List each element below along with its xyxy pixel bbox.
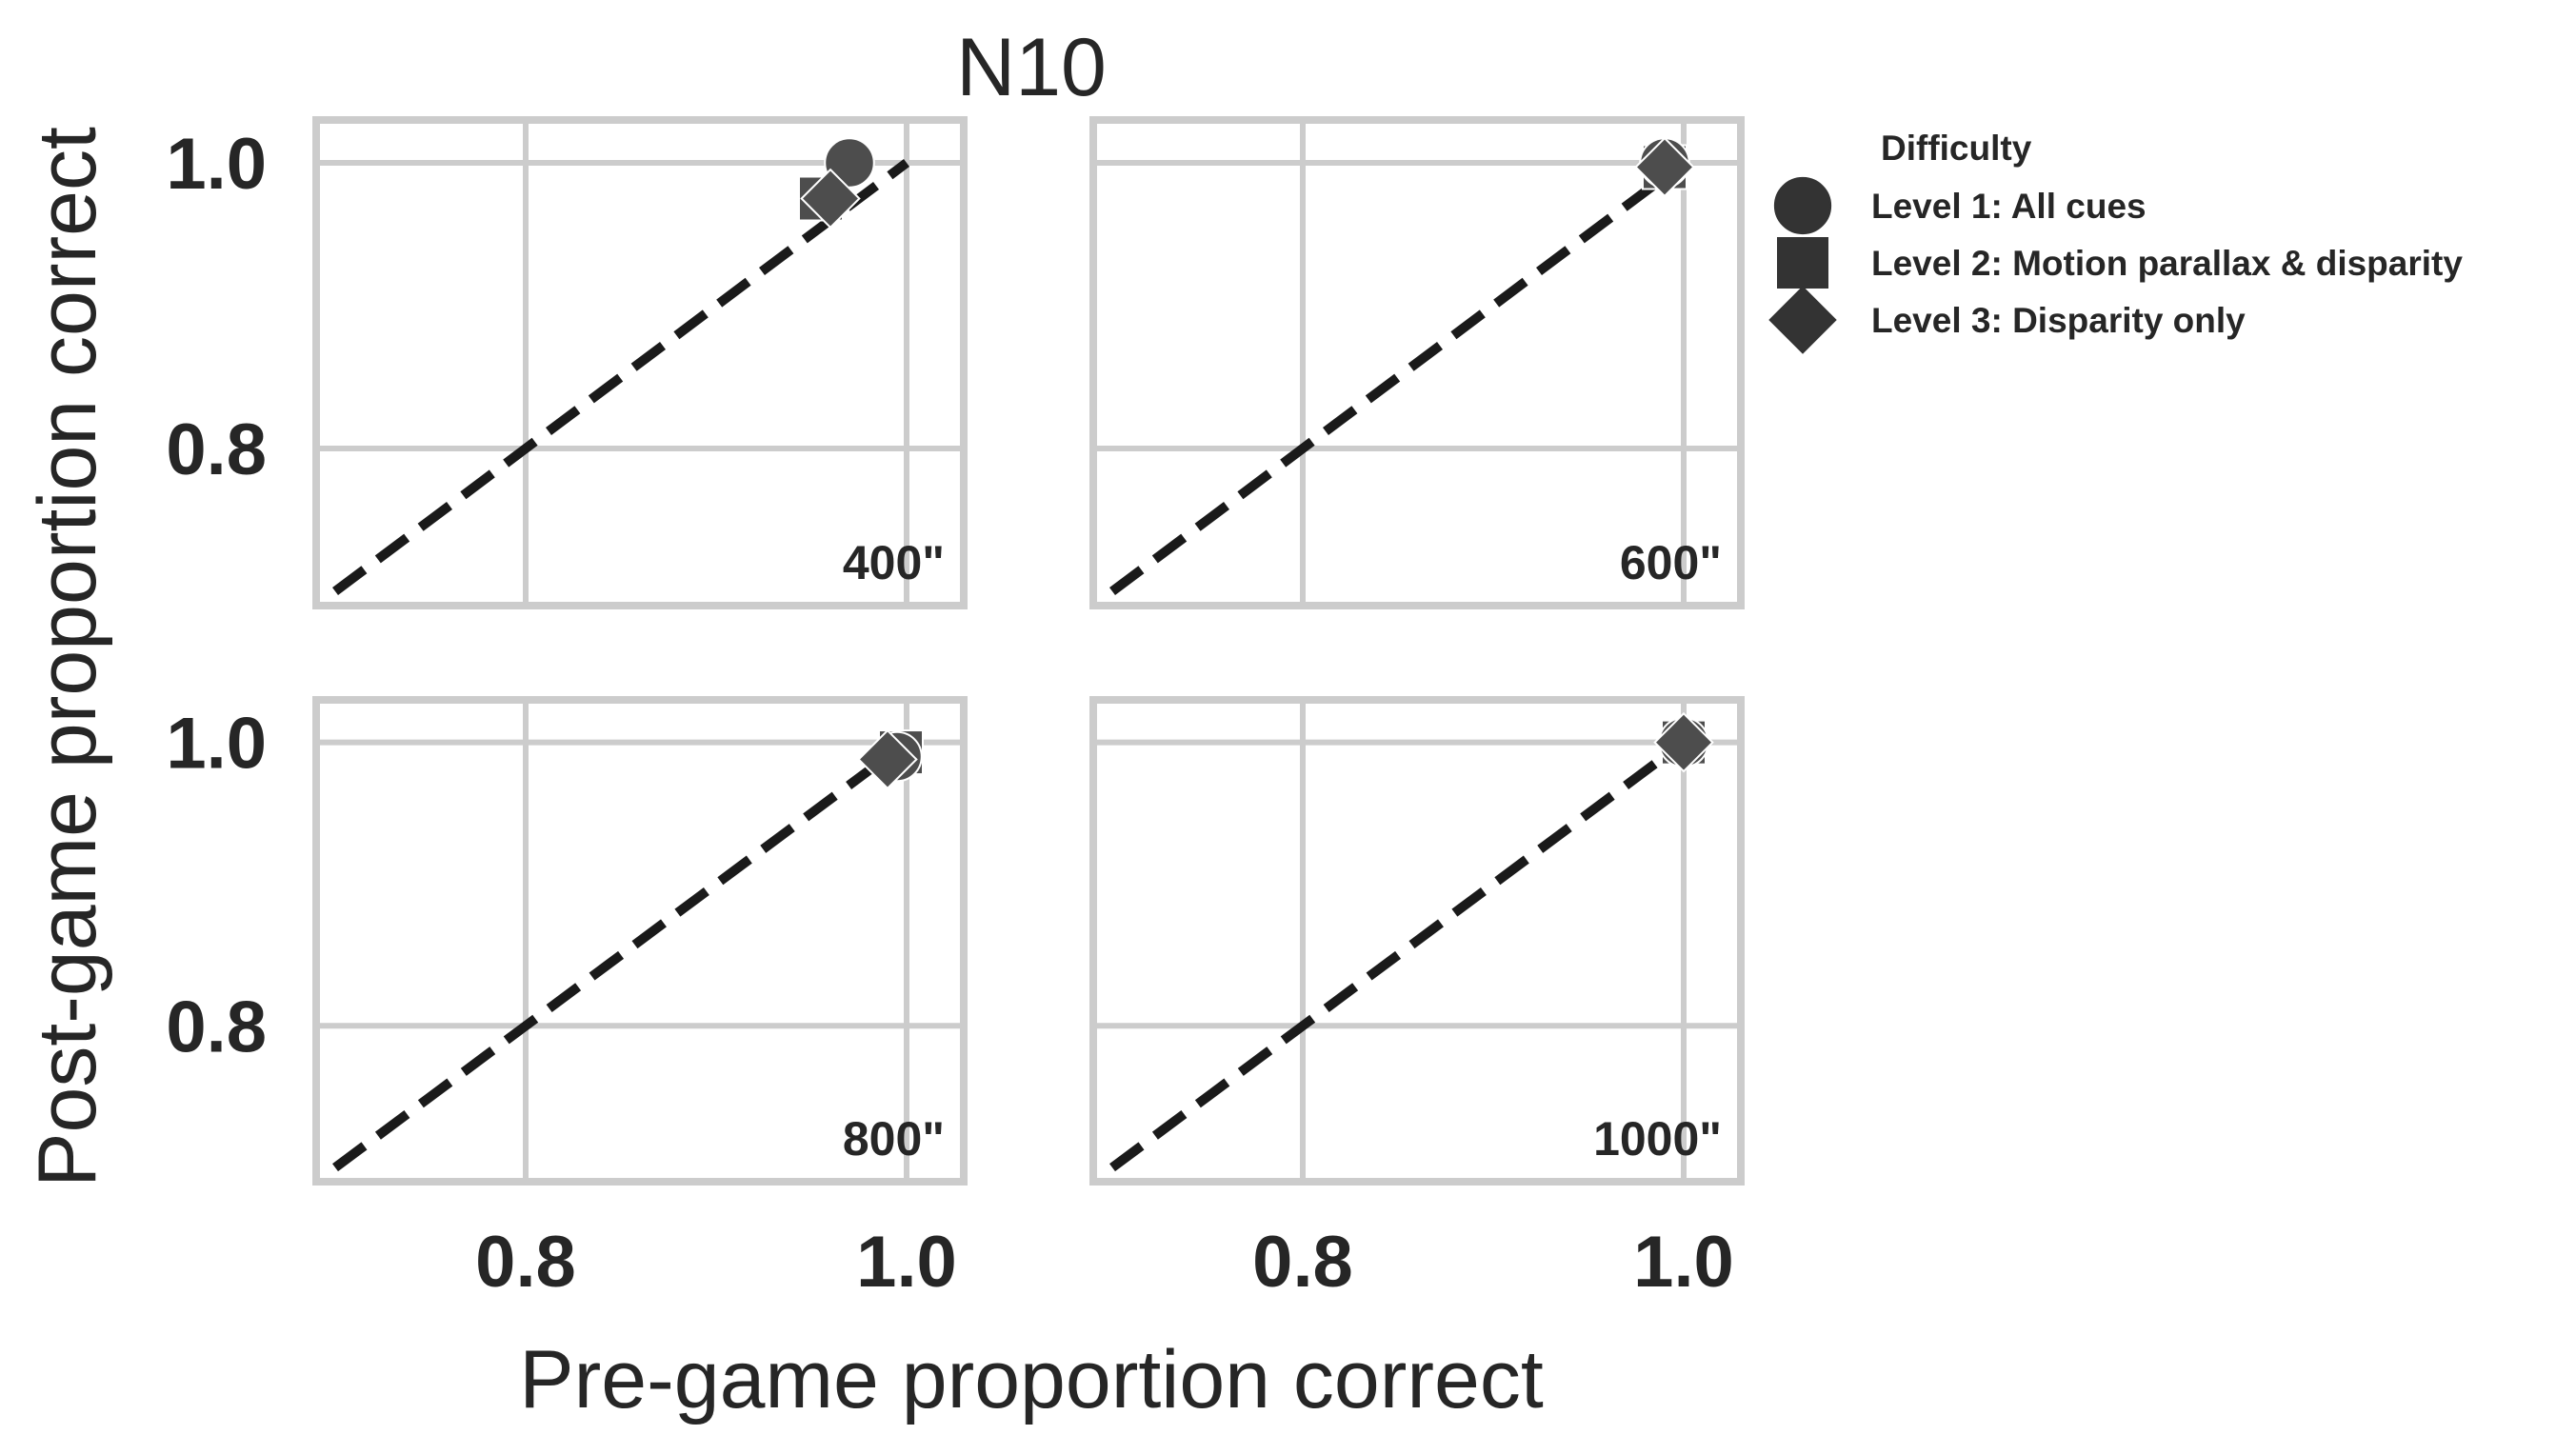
legend-title: Difficulty (1881, 129, 2032, 168)
figure-title: N10 (956, 22, 1107, 113)
y-tick-label: 1.0 (166, 704, 267, 785)
panel-1: 400" 0.8 1.0 (166, 116, 968, 609)
y-tick-label: 0.8 (166, 987, 267, 1067)
panel-frame (312, 696, 968, 1186)
panel-label: 1000" (1593, 1112, 1722, 1166)
legend-item: Level 3: Disparity only (1768, 286, 2246, 354)
legend-label: Level 2: Motion parallax & disparity (1871, 244, 2463, 283)
x-axis-label: Pre-game proportion correct (519, 1334, 1544, 1425)
legend-marker-circle (1773, 176, 1832, 235)
x-tick-label: 1.0 (1633, 1222, 1734, 1303)
panel-4: 1000" 0.8 1.0 (1089, 696, 1745, 1303)
panels: 400" 0.8 1.0 600" 800" 0.8 1.0 0.8 1.0 1000" 0.8 1.… (166, 116, 1745, 1303)
legend-label: Level 3: Disparity only (1871, 301, 2246, 340)
panel-frame (1089, 116, 1745, 609)
marker-diamond (857, 728, 918, 790)
panel-label: 400" (843, 536, 945, 589)
marker-diamond (1653, 711, 1714, 773)
identity-line (332, 159, 909, 595)
identity-line (332, 738, 909, 1172)
legend-item: Level 2: Motion parallax & disparity (1777, 237, 2463, 289)
y-tick-label: 1.0 (166, 124, 267, 205)
x-tick-label: 0.8 (1252, 1222, 1353, 1303)
panel-2: 600" (1089, 116, 1745, 609)
marker-diamond (800, 168, 861, 229)
legend-marker-square (1777, 237, 1828, 289)
panel-frame (312, 116, 968, 609)
identity-line (1109, 159, 1687, 595)
panel-frame (1089, 696, 1745, 1186)
legend-label: Level 1: All cues (1871, 187, 2147, 226)
marker-diamond (1634, 136, 1695, 198)
panel-label: 800" (843, 1112, 945, 1166)
x-tick-label: 0.8 (475, 1222, 576, 1303)
panel-3: 800" 0.8 1.0 0.8 1.0 (166, 696, 968, 1303)
y-tick-label: 0.8 (166, 409, 267, 490)
legend-item: Level 1: All cues (1773, 176, 2147, 235)
identity-line (1109, 738, 1687, 1172)
panel-label: 600" (1620, 536, 1722, 589)
legend: Difficulty Level 1: All cues Level 2: Mot… (1768, 129, 2463, 354)
y-axis-label: Post-game proportion correct (22, 127, 113, 1187)
legend-marker-diamond (1768, 286, 1837, 354)
x-tick-label: 1.0 (856, 1222, 957, 1303)
